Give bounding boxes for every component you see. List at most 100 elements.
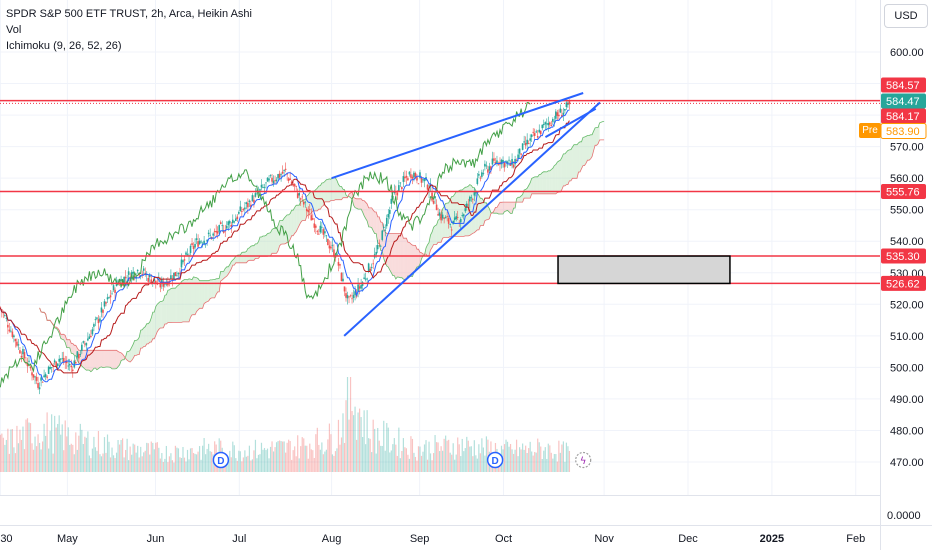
price-tick-label: 500.00 (890, 362, 924, 374)
candle-body (552, 119, 554, 122)
volume-bar (442, 450, 444, 472)
cloud-segment (409, 242, 411, 277)
volume-bar (286, 442, 288, 472)
candle-body (411, 176, 414, 179)
candle-body (133, 276, 136, 279)
currency-button[interactable]: USD (884, 4, 928, 28)
volume-bar (386, 423, 388, 472)
volume-bar (419, 446, 421, 472)
cloud-segment (365, 202, 368, 221)
volume-bar (558, 440, 560, 472)
cloud-segment (589, 134, 591, 161)
volume-bar (288, 439, 290, 472)
candle-body (290, 181, 293, 184)
volume-bar (357, 412, 359, 472)
cloud-segment (534, 176, 537, 194)
volume-bar (19, 429, 21, 472)
price-tick-label: 480.00 (890, 425, 924, 437)
volume-bar (381, 445, 383, 472)
candle-body (266, 177, 269, 182)
price-tag-bg (881, 77, 926, 93)
volume-bar (420, 455, 423, 472)
candle-body (308, 209, 311, 211)
cloud-segment (442, 206, 445, 239)
volume-bar (91, 448, 94, 472)
trend-drawings[interactable] (331, 92, 731, 337)
dividend-marker[interactable]: D (486, 451, 504, 469)
volume-bar (241, 461, 243, 472)
candle-body (14, 339, 17, 342)
candle-body (352, 294, 355, 298)
volume-bar (330, 434, 332, 472)
candle-body (440, 214, 442, 221)
horizontal-levels[interactable] (0, 99, 880, 285)
volume-bar (472, 456, 474, 472)
cloud-segment (569, 149, 571, 181)
volume-bar (35, 446, 38, 472)
candle-body (321, 226, 323, 228)
cloud-segment (163, 295, 165, 328)
volume-bar (333, 455, 335, 472)
ichimoku-legend[interactable]: Ichimoku (9, 26, 52, 26) (6, 40, 122, 52)
candle-body (203, 240, 205, 245)
cloud-segment (60, 334, 63, 340)
volume-bar (248, 445, 251, 472)
volume-bar (143, 452, 145, 472)
symbol-title[interactable]: SPDR S&P 500 ETF TRUST, 2h, Arca, Heikin… (6, 8, 252, 20)
candle-body (459, 219, 462, 223)
volume-bar (236, 460, 238, 472)
volume-bar (120, 439, 122, 472)
candle-body (434, 196, 436, 199)
volume-bar (440, 446, 442, 472)
candle-body (455, 216, 458, 220)
cloud-segment (131, 344, 134, 361)
volume-bar (48, 448, 50, 472)
candle-body (177, 272, 180, 275)
cloud-segment (89, 350, 91, 372)
cloud-segment (596, 127, 599, 146)
trend-line[interactable] (343, 101, 601, 337)
candle-body (23, 352, 26, 359)
volume-bar (227, 460, 229, 472)
volume-bar (45, 435, 47, 472)
candle-body (401, 187, 403, 190)
cloud-segment (374, 212, 377, 234)
volume-bar (206, 448, 208, 472)
volume-bar (103, 437, 106, 472)
candle-body (556, 112, 559, 116)
candle-body (124, 276, 127, 279)
candle-body (216, 231, 219, 234)
volume-bar (537, 438, 539, 472)
candle-body (161, 279, 163, 284)
volume-bar (555, 454, 557, 472)
trend-line[interactable] (544, 107, 597, 139)
candle-body (301, 196, 304, 198)
earnings-marker[interactable]: ϟ (575, 451, 592, 469)
candle-body (496, 160, 498, 164)
volume-bar (448, 439, 450, 472)
cloud-segment (269, 232, 271, 256)
volume-bar (369, 438, 371, 472)
cloud-segment (521, 194, 523, 203)
candle-body (535, 131, 538, 133)
volume-legend[interactable]: Vol (6, 24, 22, 36)
dividend-marker[interactable]: D (212, 451, 230, 469)
volume-bar (380, 445, 382, 472)
trend-line[interactable] (331, 92, 584, 180)
candle-body (494, 162, 497, 164)
volume-bar (407, 454, 409, 472)
volume-bar (463, 451, 465, 472)
candle-body (7, 324, 9, 328)
cloud-segment (160, 301, 162, 329)
cloud-segment (391, 233, 393, 276)
volume-bar (431, 460, 433, 472)
candle-body (141, 273, 144, 275)
volume-bar (464, 448, 466, 472)
candle-body (437, 214, 439, 216)
target-zone-rectangle[interactable] (557, 255, 731, 285)
cloud-segment (342, 189, 345, 198)
cloud-segment (495, 207, 497, 214)
volume-bar (404, 447, 406, 472)
